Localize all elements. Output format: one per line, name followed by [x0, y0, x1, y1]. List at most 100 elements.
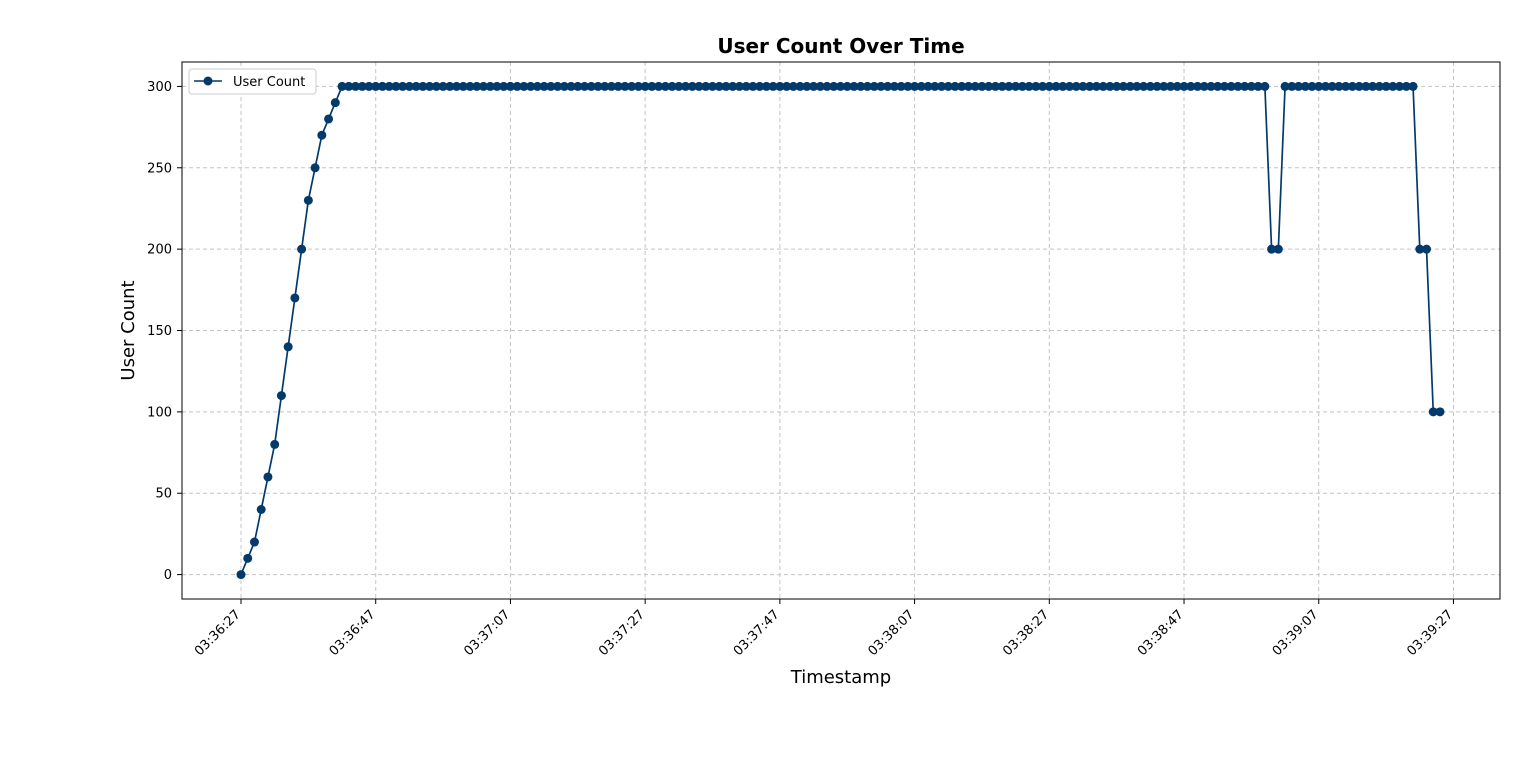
data-point [957, 81, 967, 91]
data-point [842, 81, 852, 91]
data-point [1213, 81, 1223, 91]
data-point [862, 81, 872, 91]
data-point [445, 81, 455, 91]
data-point [694, 81, 704, 91]
data-point [1051, 81, 1061, 91]
data-point [950, 81, 960, 91]
data-point [1011, 81, 1021, 91]
data-point [1334, 81, 1344, 91]
data-point [1294, 81, 1304, 91]
data-point [398, 81, 408, 91]
data-point [997, 81, 1007, 91]
data-point [1347, 81, 1357, 91]
data-point [1415, 244, 1425, 254]
data-point [1193, 81, 1203, 91]
data-point [802, 81, 812, 91]
data-point [472, 81, 482, 91]
data-point [606, 81, 616, 91]
y-tick-label: 300 [147, 80, 172, 95]
data-point [963, 81, 973, 91]
data-point [1058, 81, 1068, 91]
data-point [910, 81, 920, 91]
data-point [391, 81, 401, 91]
y-tick-label: 250 [147, 161, 172, 176]
data-point [478, 81, 488, 91]
data-point [761, 81, 771, 91]
data-point [815, 81, 825, 91]
data-point [236, 570, 246, 580]
data-point [519, 81, 529, 91]
data-point [728, 81, 738, 91]
data-point [1112, 81, 1122, 91]
data-point [836, 81, 845, 91]
data-point [404, 81, 414, 91]
data-point [303, 195, 313, 205]
data-point [1287, 81, 1297, 91]
data-point [492, 81, 502, 91]
data-point [681, 81, 691, 91]
data-point [856, 81, 866, 91]
data-point [889, 81, 899, 91]
data-point [741, 81, 751, 91]
data-point [923, 81, 933, 91]
data-point [505, 81, 515, 91]
data-point [1139, 81, 1149, 91]
data-point [243, 553, 253, 563]
data-point [593, 81, 603, 91]
grid [182, 62, 1500, 599]
data-point [1401, 81, 1411, 91]
legend-box [188, 68, 317, 95]
data-point [1159, 81, 1169, 91]
data-point [1280, 81, 1290, 91]
data-point [1098, 81, 1108, 91]
data-point [1179, 81, 1189, 91]
data-point [903, 81, 913, 91]
data-point [701, 81, 711, 91]
data-point [1240, 81, 1250, 91]
data-point [1172, 81, 1182, 91]
data-point [1300, 81, 1310, 91]
data-point [600, 81, 610, 91]
x-tick-label: 03:38:27 [1000, 607, 1052, 659]
data-point [364, 81, 374, 91]
data-point [1044, 81, 1054, 91]
data-point [1422, 244, 1432, 254]
data-point [1105, 81, 1115, 91]
data-point [1260, 81, 1270, 91]
y-tick-label: 50 [155, 487, 172, 502]
data-point [1065, 81, 1075, 91]
x-tick-label: 03:39:07 [1270, 607, 1322, 659]
data-point [1017, 81, 1027, 91]
data-point [337, 81, 347, 91]
data-point [1038, 81, 1048, 91]
data-point [748, 81, 758, 91]
data-point [829, 81, 839, 91]
data-point [1004, 81, 1014, 91]
data-point [1125, 81, 1135, 91]
data-point [357, 81, 367, 91]
data-point [708, 81, 718, 91]
data-point [310, 163, 320, 173]
data-point [883, 81, 893, 91]
data-point [1132, 81, 1142, 91]
data-point [317, 130, 327, 140]
data-point [1145, 81, 1155, 91]
data-point [539, 81, 549, 91]
data-point [984, 81, 994, 91]
data-point [1273, 244, 1283, 254]
x-tick-label: 03:39:27 [1404, 607, 1456, 659]
data-point [633, 81, 643, 91]
series-layer [236, 81, 1445, 580]
chart-title: User Count Over Time [717, 34, 964, 58]
x-tick-label: 03:38:47 [1135, 607, 1187, 659]
legend-marker [203, 76, 213, 86]
x-tick-label: 03:37:27 [596, 607, 648, 659]
data-point [876, 81, 886, 91]
data-point [546, 81, 556, 91]
data-point [297, 244, 307, 254]
data-point [1361, 81, 1371, 91]
data-point [351, 81, 361, 91]
data-point [1395, 81, 1405, 91]
data-point [1374, 81, 1384, 91]
data-point [943, 81, 953, 91]
